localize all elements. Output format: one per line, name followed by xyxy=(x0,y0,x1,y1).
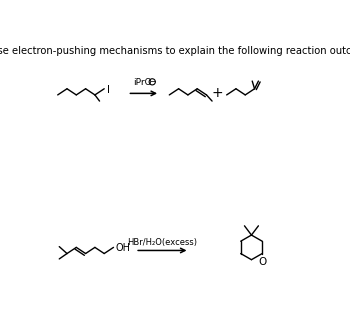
Text: 5- Use electron-pushing mechanisms to explain the following reaction outcomes:: 5- Use electron-pushing mechanisms to ex… xyxy=(0,46,350,56)
Text: −: − xyxy=(149,77,155,86)
Text: iPrO: iPrO xyxy=(133,78,152,87)
Text: I: I xyxy=(106,85,110,94)
Text: OH: OH xyxy=(115,243,130,253)
Text: HBr/H₂O(excess): HBr/H₂O(excess) xyxy=(127,238,197,247)
Text: +: + xyxy=(211,86,223,100)
Text: O: O xyxy=(259,257,267,267)
